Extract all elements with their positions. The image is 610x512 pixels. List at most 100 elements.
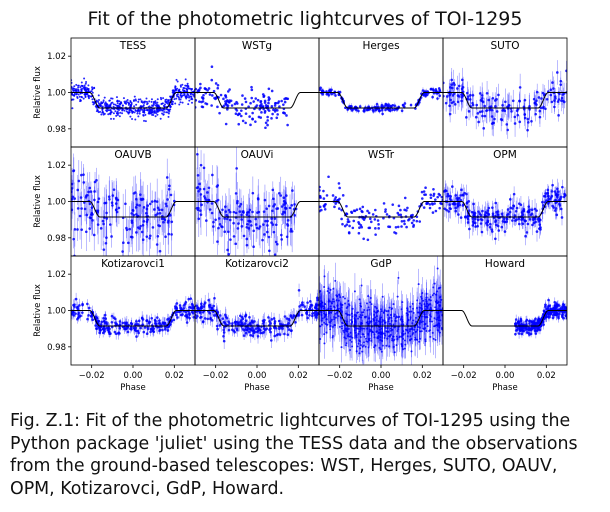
data-point bbox=[186, 86, 189, 89]
data-point bbox=[271, 223, 275, 226]
data-point bbox=[429, 320, 432, 323]
data-point bbox=[526, 117, 530, 121]
data-point bbox=[240, 323, 243, 326]
data-point bbox=[506, 208, 510, 211]
data-point bbox=[449, 98, 452, 102]
data-point bbox=[265, 207, 269, 210]
data-point bbox=[148, 234, 152, 238]
model-curve bbox=[319, 201, 443, 218]
data-point bbox=[343, 331, 346, 334]
data-point bbox=[203, 317, 207, 320]
data-point bbox=[559, 83, 563, 86]
data-point bbox=[447, 210, 450, 213]
data-point bbox=[418, 302, 421, 305]
data-point bbox=[436, 97, 439, 100]
data-point bbox=[207, 186, 211, 190]
data-point bbox=[242, 234, 246, 238]
data-point bbox=[409, 335, 412, 338]
data-point bbox=[222, 339, 226, 343]
data-point bbox=[346, 305, 349, 308]
data-point bbox=[457, 84, 461, 88]
data-point bbox=[364, 345, 367, 348]
data-point bbox=[170, 233, 173, 236]
data-point bbox=[416, 338, 419, 341]
data-point bbox=[76, 228, 79, 231]
data-point bbox=[92, 233, 96, 237]
data-point bbox=[179, 313, 183, 317]
data-point bbox=[202, 166, 206, 170]
data-point bbox=[121, 321, 124, 325]
data-point bbox=[245, 243, 249, 247]
data-point bbox=[184, 78, 187, 81]
data-point bbox=[258, 225, 262, 228]
data-point bbox=[201, 105, 205, 109]
data-point bbox=[361, 205, 365, 209]
data-point bbox=[249, 123, 252, 127]
y-tick-label: 1.02 bbox=[47, 270, 66, 280]
data-point bbox=[99, 227, 103, 230]
y-tick-label: 1.00 bbox=[47, 198, 66, 208]
data-point bbox=[289, 230, 292, 233]
data-point bbox=[126, 325, 130, 329]
panel-plot-area bbox=[443, 60, 567, 139]
data-point bbox=[425, 292, 428, 295]
data-point bbox=[161, 112, 164, 115]
data-point bbox=[116, 102, 119, 105]
data-point bbox=[156, 212, 159, 215]
data-point bbox=[331, 335, 334, 338]
data-point bbox=[218, 217, 221, 220]
data-point bbox=[191, 98, 194, 101]
data-point bbox=[558, 202, 561, 206]
data-point bbox=[78, 304, 81, 307]
data-point bbox=[216, 105, 219, 109]
data-point bbox=[266, 119, 269, 122]
data-point bbox=[150, 316, 154, 320]
data-point bbox=[353, 209, 357, 213]
data-point bbox=[363, 327, 366, 330]
data-point bbox=[132, 213, 136, 217]
data-point bbox=[107, 113, 110, 116]
data-point bbox=[78, 95, 81, 98]
data-point bbox=[274, 326, 278, 330]
data-point bbox=[227, 328, 231, 332]
data-point bbox=[73, 85, 76, 88]
data-point bbox=[556, 193, 560, 196]
data-point bbox=[495, 110, 499, 113]
data-point bbox=[503, 230, 507, 233]
data-point bbox=[201, 320, 205, 324]
data-point bbox=[269, 339, 273, 342]
model-curve bbox=[195, 201, 319, 218]
data-point bbox=[196, 174, 200, 177]
data-point bbox=[196, 208, 200, 212]
data-point bbox=[267, 101, 270, 105]
data-point bbox=[153, 208, 156, 211]
data-point bbox=[129, 327, 132, 331]
data-point bbox=[108, 223, 112, 226]
data-point bbox=[131, 117, 134, 120]
data-point bbox=[368, 317, 371, 320]
data-point bbox=[523, 113, 527, 116]
data-point bbox=[479, 213, 483, 217]
data-point bbox=[381, 332, 384, 335]
y-tick-label: 0.98 bbox=[47, 125, 66, 135]
data-point bbox=[516, 113, 520, 117]
data-point bbox=[233, 102, 237, 106]
data-point bbox=[131, 209, 135, 212]
data-point bbox=[366, 209, 369, 213]
data-point bbox=[561, 185, 564, 189]
data-point bbox=[431, 211, 435, 214]
data-point bbox=[273, 217, 277, 220]
data-point bbox=[225, 217, 229, 221]
x-tick-label: 0.00 bbox=[248, 371, 267, 381]
data-point bbox=[137, 98, 140, 101]
data-point bbox=[214, 218, 217, 222]
data-point bbox=[526, 128, 529, 132]
data-point bbox=[527, 205, 531, 208]
data-point bbox=[105, 109, 108, 112]
data-point bbox=[200, 100, 203, 104]
data-point bbox=[389, 327, 392, 330]
data-point bbox=[425, 296, 428, 299]
data-point bbox=[214, 97, 217, 101]
data-point bbox=[438, 326, 441, 329]
data-point bbox=[400, 323, 403, 326]
